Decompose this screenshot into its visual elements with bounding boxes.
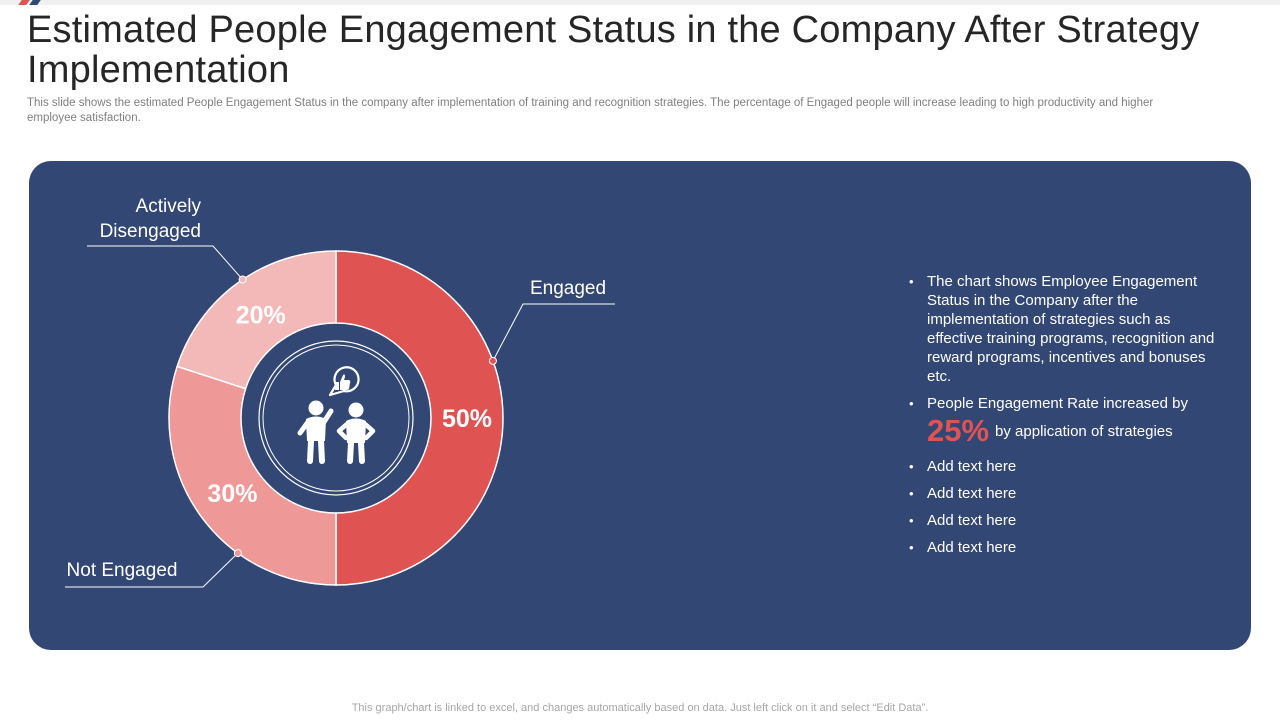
engagement-increase-value: 25% xyxy=(927,413,990,448)
accent-stripe-red xyxy=(18,0,30,5)
placeholder-text-1: Add text here xyxy=(927,458,1017,475)
slide-footer-note: This graph/chart is linked to excel, and… xyxy=(351,702,929,714)
placeholder-item-1: Add text here xyxy=(907,457,1227,476)
insight-item-engagement-rate: People Engagement Rate increased by 25% b… xyxy=(907,394,1227,449)
insight-text-chart-description: The chart shows Employee Engagement Stat… xyxy=(927,273,1215,385)
donut-center-ring-outer xyxy=(258,340,414,496)
callout-line-not-engaged xyxy=(65,552,239,588)
accent-stripe-blue xyxy=(29,0,41,5)
insight-text-engagement-prefix: People Engagement Rate increased by xyxy=(927,395,1189,412)
placeholder-item-2: Add text here xyxy=(907,484,1227,503)
callout-dot-engaged xyxy=(488,356,497,365)
placeholder-text-4: Add text here xyxy=(927,539,1017,556)
slice-value-engaged: 50% xyxy=(442,405,492,433)
slide-title: Estimated People Engagement Status in th… xyxy=(27,9,1200,91)
engagement-donut-chart: 50% 30% 20% Engaged Not Engaged Actively Disen… xyxy=(65,196,615,588)
donut-slice-actively-disengaged xyxy=(176,250,337,390)
placeholder-item-4: Add text here xyxy=(907,538,1227,557)
callout-dot-actively-disengaged xyxy=(238,275,247,284)
callout-dot-not-engaged xyxy=(233,549,242,558)
slide-subtitle: This slide shows the estimated People En… xyxy=(27,97,1154,124)
chart-panel: 50% 30% 20% Engaged Not Engaged Actively Disen… xyxy=(29,161,1251,650)
placeholder-text-2: Add text here xyxy=(927,485,1017,502)
slice-label-engaged: Engaged xyxy=(530,278,606,299)
slice-value-not-engaged: 30% xyxy=(207,480,257,508)
insight-item-chart-description: The chart shows Employee Engagement Stat… xyxy=(907,272,1227,386)
top-accent-bar xyxy=(0,0,1280,5)
donut-center xyxy=(243,325,429,511)
callout-line-actively-disengaged xyxy=(87,245,243,280)
insights-list: The chart shows Employee Engagement Stat… xyxy=(907,272,1227,565)
donut-slice-engaged xyxy=(335,250,504,586)
slice-label-not-engaged: Not Engaged xyxy=(67,560,178,581)
slice-label-actively-disengaged: Actively Disengaged xyxy=(100,196,202,242)
insight-text-engagement-suffix: by application of strategies xyxy=(995,423,1173,440)
donut-center-ring-inner xyxy=(262,344,410,492)
callout-line-engaged xyxy=(492,303,615,362)
slice-value-actively-disengaged: 20% xyxy=(236,301,286,329)
placeholder-item-3: Add text here xyxy=(907,511,1227,530)
donut-slice-not-engaged xyxy=(168,365,337,586)
people-engagement-icon xyxy=(297,366,376,464)
placeholder-text-3: Add text here xyxy=(927,512,1017,529)
